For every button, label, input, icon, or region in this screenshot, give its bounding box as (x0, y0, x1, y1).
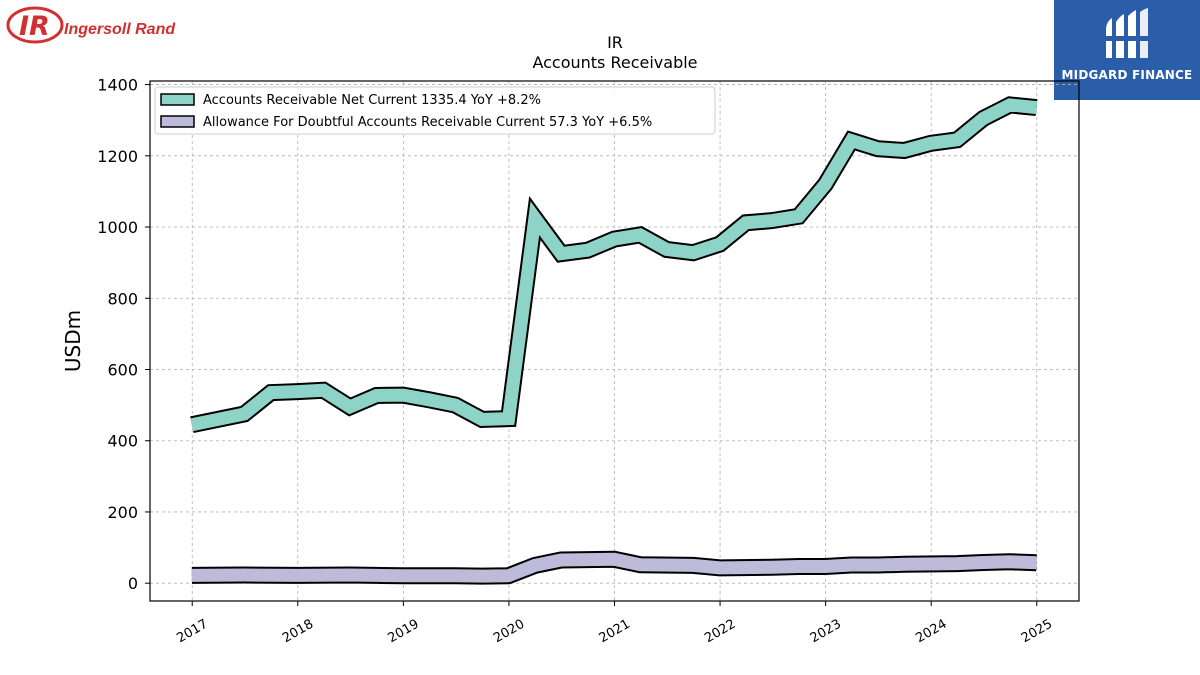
y-axis-label: USDm (61, 310, 85, 372)
x-tick-label: 2019 (386, 617, 422, 647)
y-tick-label: 1200 (97, 147, 138, 166)
legend-label-allowance: Allowance For Doubtful Accounts Receivab… (203, 115, 652, 130)
series-line-allowance (191, 552, 1037, 583)
x-axis: 2017 2018 2019 2020 2021 2022 2023 2024 2025 (174, 601, 1055, 646)
midgard-emblem-icon (1106, 8, 1148, 58)
x-tick-label: 2022 (702, 617, 738, 647)
legend-swatch-allowance (160, 115, 195, 128)
plot-frame (149, 80, 1080, 602)
series-layer (190, 96, 1038, 585)
x-tick-label: 2021 (597, 617, 633, 647)
logo-mark: IR (19, 11, 50, 42)
x-tick-label: 2020 (491, 617, 527, 647)
series-line-receivable (190, 98, 1038, 432)
y-tick-label: 1400 (97, 76, 138, 95)
legend-swatch-receivable (160, 93, 195, 106)
x-tick-label: 2025 (1019, 617, 1055, 647)
legend-box (154, 86, 716, 135)
x-tick-label: 2018 (280, 617, 316, 647)
y-axis: 0 200 400 600 800 1000 1200 1400 (97, 76, 150, 593)
y-tick-label: 600 (107, 360, 138, 379)
x-tick-label: 2017 (174, 617, 210, 647)
legend: Accounts Receivable Net Current 1335.4 Y… (154, 86, 716, 135)
y-tick-label: 1000 (97, 218, 138, 237)
logo-wordmark: Ingersoll Rand (64, 21, 176, 38)
y-tick-label: 0 (128, 574, 138, 593)
grid-lines (150, 81, 1079, 601)
x-tick-label: 2023 (808, 617, 844, 647)
midgard-finance-wordmark: MIDGARD FINANCE (1061, 68, 1193, 82)
x-tick-label: 2024 (913, 617, 949, 647)
midgard-finance-logo: MIDGARD FINANCE (1054, 0, 1200, 100)
y-tick-label: 400 (107, 432, 138, 451)
y-tick-label: 800 (107, 289, 138, 308)
ingersoll-rand-logo: IR Ingersoll Rand (6, 6, 176, 44)
chart-title: IR (607, 33, 623, 52)
chart-subtitle: Accounts Receivable (532, 53, 697, 72)
y-tick-label: 200 (107, 503, 138, 522)
legend-label-receivable: Accounts Receivable Net Current 1335.4 Y… (203, 93, 541, 108)
